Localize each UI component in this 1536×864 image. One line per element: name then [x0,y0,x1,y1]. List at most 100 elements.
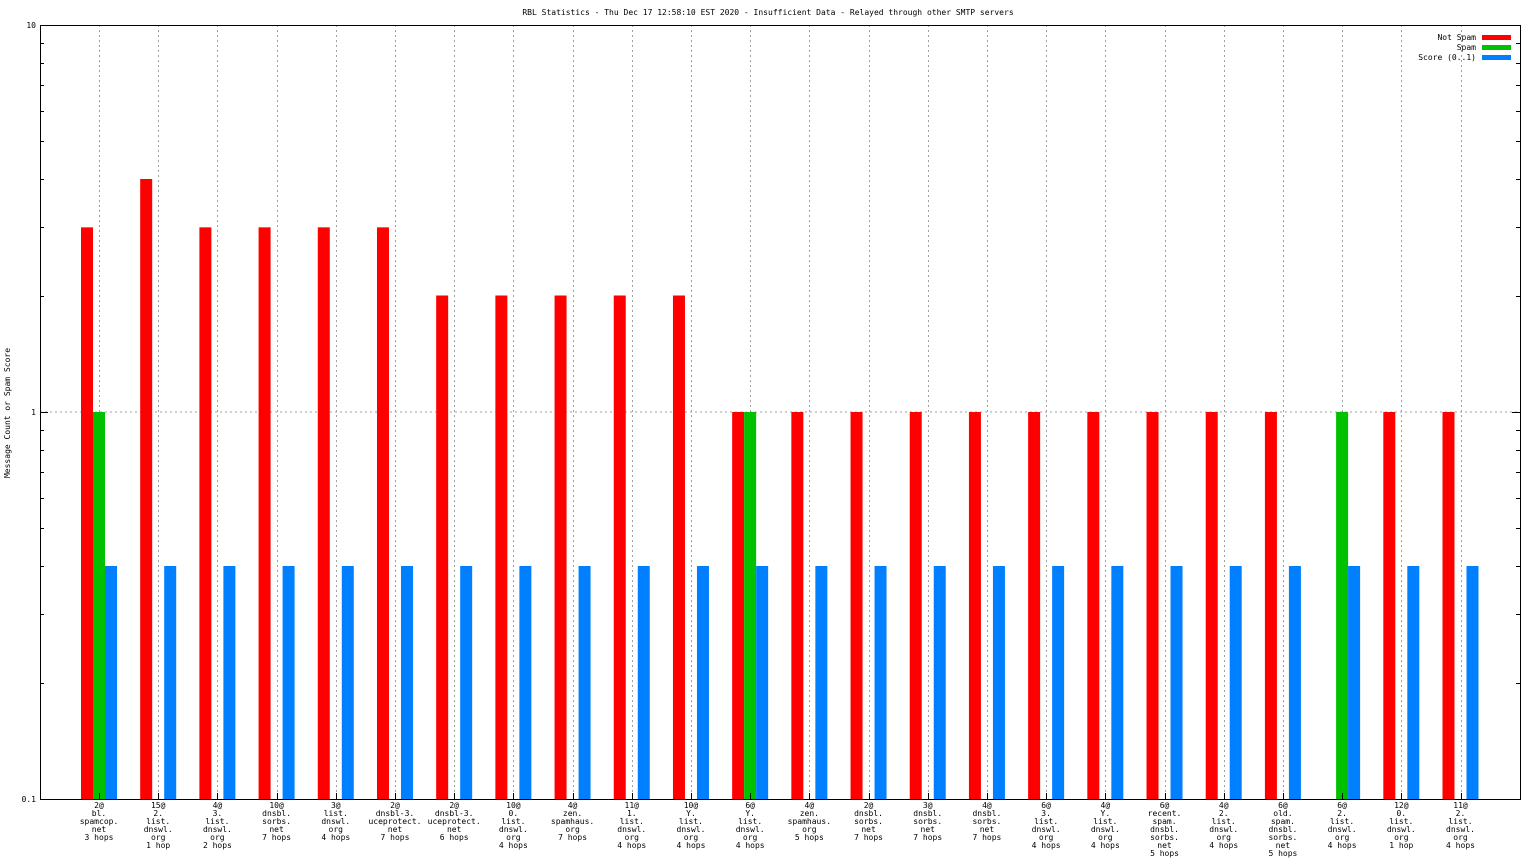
x-tick-label: 4@ [805,801,815,810]
x-tick-label: 4 hops [1209,841,1238,850]
bar-not-spam [199,227,212,800]
x-tick-label: uceprotect. [428,817,481,826]
x-tick-label: net [447,825,462,834]
x-tick-label: org [802,825,817,834]
bar-score-0-1 [519,566,532,799]
x-tick-label: Y. [1101,809,1111,818]
x-tick-label: sorbs. [972,817,1001,826]
legend-label: Spam [1457,43,1476,52]
bar-score-0-1 [460,566,473,799]
x-tick-label: uceprotect. [368,817,421,826]
x-tick-label: bl. [92,809,106,818]
y-tick-label: 10 [26,21,36,30]
x-tick-label: 1. [627,809,637,818]
x-tick-label: net [980,825,995,834]
x-tick-label: org [1039,833,1054,842]
x-tick-label: 4 hops [499,841,528,850]
x-tick-label: net [1157,841,1172,850]
bar-not-spam [258,227,271,800]
x-tick-label: dnswl. [321,817,350,826]
bar-not-spam [613,295,626,799]
x-tick-label: 7 hops [854,833,883,842]
x-tick-label: 2. [1456,809,1466,818]
x-tick-label: org [1098,833,1113,842]
x-tick-label: 4 hops [1091,841,1120,850]
chart-title: RBL Statistics - Thu Dec 17 12:58:10 EST… [522,8,1013,17]
x-tick-label: list. [501,817,525,826]
x-tick-label: 10@ [269,801,284,810]
x-tick-label: 4 hops [321,833,350,842]
x-tick-label: Y. [745,809,755,818]
x-tick-label: 3@ [331,801,341,810]
bar-not-spam [140,179,153,799]
x-tick-label: 2 hops [203,841,232,850]
x-tick-label: 3 hops [85,833,114,842]
x-tick-label: 1 hop [146,841,170,850]
x-tick-label: 4 hops [1328,841,1357,850]
x-tick-label: spamcop. [80,817,119,826]
x-tick-label: 2@ [864,801,874,810]
bar-not-spam [732,412,745,799]
x-tick-label: net [1276,841,1291,850]
x-tick-label: 4 hops [1032,841,1061,850]
legend-swatch-spam [1482,45,1511,50]
bar-not-spam [968,412,981,799]
bar-score-0-1 [164,566,177,799]
bar-not-spam [495,295,508,799]
bar-score-0-1 [1170,566,1183,799]
x-tick-label: 2. [1219,809,1229,818]
x-tick-label: 4@ [1101,801,1111,810]
x-tick-label: list. [1034,817,1058,826]
x-tick-label: dnsbl-3. [376,809,415,818]
x-tick-label: 12@ [1394,801,1409,810]
bar-score-0-1 [341,566,354,799]
x-tick-label: 1 hop [1389,841,1413,850]
x-tick-label: 2@ [94,801,104,810]
bar-spam [93,412,105,799]
x-tick-label: zen. [800,809,819,818]
x-tick-label: net [921,825,936,834]
x-tick-label: 3. [1041,809,1051,818]
bar-not-spam [850,412,863,799]
x-tick-label: dnsbl. [262,809,291,818]
bar-score-0-1 [1348,566,1361,799]
y-axis-label: Message Count or Spam Score [3,348,12,478]
x-tick-label: 6@ [1041,801,1051,810]
bar-score-0-1 [282,566,295,799]
x-tick-label: org [1394,833,1409,842]
x-tick-label: org [743,833,758,842]
bar-not-spam [554,295,567,799]
bar-score-0-1 [756,566,769,799]
bar-not-spam [1146,412,1159,799]
x-tick-label: 4 hops [736,841,765,850]
x-tick-label: spam. [1152,817,1176,826]
x-tick-label: org [506,833,521,842]
bar-spam [1336,412,1349,799]
bar-score-0-1 [933,566,946,799]
bar-score-0-1 [1052,566,1065,799]
x-tick-label: recent. [1148,809,1182,818]
x-tick-label: 0. [509,809,519,818]
bar-score-0-1 [1111,566,1124,799]
x-tick-label: net [92,825,107,834]
bar-not-spam [791,412,804,799]
x-tick-label: sorbs. [1268,833,1297,842]
x-tick-label: 6 hops [440,833,469,842]
x-tick-label: 10@ [684,801,699,810]
x-tick-label: spam. [1271,817,1295,826]
x-tick-label: dnswl. [1328,825,1357,834]
x-tick-label: org [151,833,166,842]
x-tick-label: dnswl. [1209,825,1238,834]
x-tick-label: old. [1273,809,1292,818]
bar-not-spam [672,295,685,799]
bar-score-0-1 [1466,566,1479,799]
x-tick-label: dnswl. [677,825,706,834]
bar-spam [744,412,757,799]
x-tick-label: dnswl. [1091,825,1120,834]
x-tick-label: 4@ [568,801,578,810]
x-tick-label: list. [146,817,170,826]
legend-swatch-not-spam [1482,35,1511,40]
x-tick-label: dnsbl. [913,809,942,818]
